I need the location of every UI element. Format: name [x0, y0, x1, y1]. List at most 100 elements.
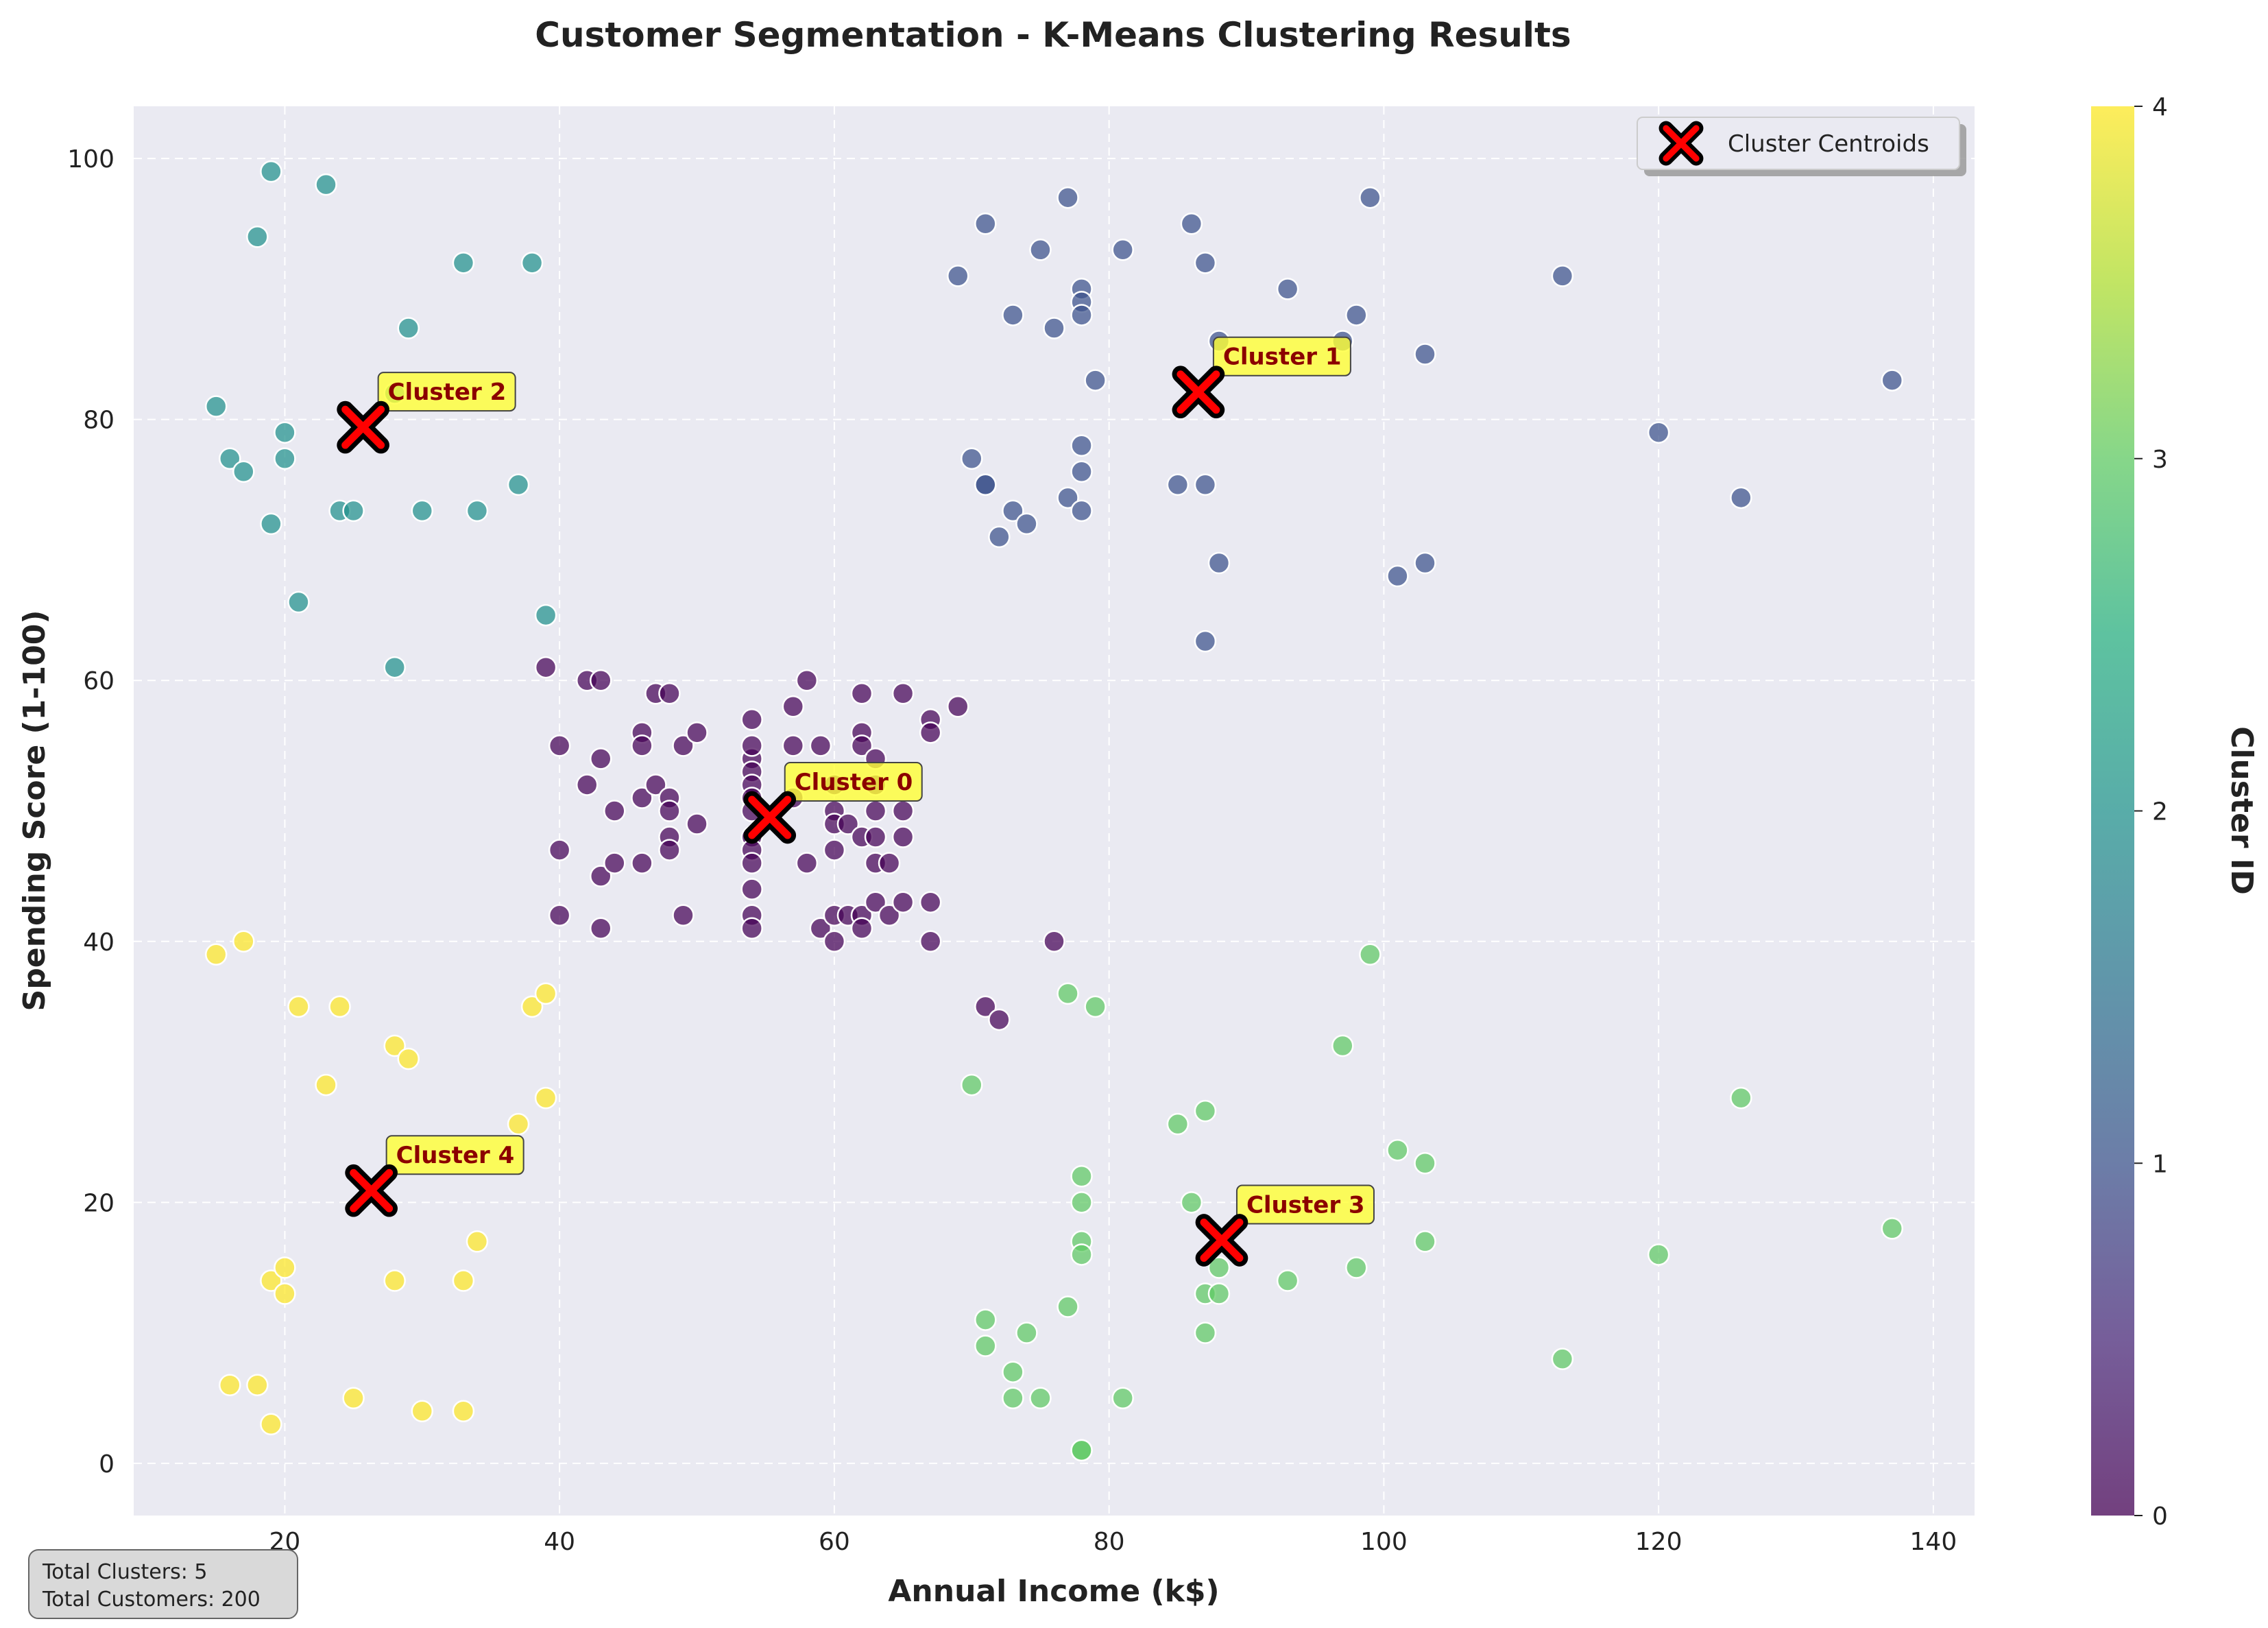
data-point-cluster-1 [1070, 434, 1093, 457]
data-point-cluster-0 [548, 839, 571, 861]
data-point-cluster-4 [287, 995, 310, 1018]
centroid-label-box [1212, 336, 1351, 376]
y-tick-label: 80 [83, 407, 114, 435]
data-point-cluster-0 [919, 891, 942, 913]
data-point-cluster-2 [274, 421, 296, 444]
data-point-cluster-3 [1057, 1295, 1079, 1318]
data-point-cluster-4 [534, 982, 557, 1005]
data-point-cluster-0 [631, 734, 653, 757]
data-point-cluster-3 [1002, 1387, 1024, 1409]
data-point-cluster-4 [466, 1230, 489, 1253]
legend-box [1637, 117, 1960, 170]
centroid-label-box [377, 372, 516, 412]
data-point-cluster-3 [1180, 1191, 1203, 1214]
data-point-cluster-1 [1647, 421, 1670, 444]
y-tick-label: 60 [83, 667, 114, 695]
data-point-cluster-4 [397, 1047, 420, 1070]
data-point-cluster-4 [246, 1374, 269, 1396]
data-point-cluster-0 [823, 839, 846, 861]
colorbar: 0 1 2 3 4 Cluster ID [2091, 93, 2259, 1531]
data-point-cluster-1 [1084, 369, 1107, 392]
data-point-cluster-0 [740, 734, 763, 757]
data-point-cluster-2 [315, 173, 337, 196]
x-tick-label: 100 [1360, 1528, 1408, 1556]
data-point-cluster-0 [672, 904, 695, 926]
data-point-cluster-4 [274, 1256, 296, 1279]
data-point-cluster-0 [590, 865, 612, 887]
data-point-cluster-1 [1180, 213, 1203, 235]
chart-title: Customer Segmentation - K-Means Clusteri… [535, 15, 1571, 55]
data-point-cluster-0 [686, 721, 708, 744]
x-tick-label: 140 [1910, 1528, 1957, 1556]
stats-total-clusters: Total Clusters: 5 [42, 1560, 207, 1584]
y-tick-label: 40 [83, 929, 114, 957]
data-point-cluster-0 [658, 800, 681, 822]
data-point-cluster-1 [988, 525, 1011, 549]
data-point-cluster-1 [1070, 499, 1093, 523]
data-point-cluster-1 [1207, 551, 1231, 575]
plot-area [134, 106, 1975, 1516]
data-point-cluster-1 [1881, 369, 1904, 392]
data-point-cluster-0 [878, 904, 901, 926]
data-point-cluster-2 [534, 603, 557, 627]
centroid-label-box [385, 1135, 524, 1175]
data-point-cluster-0 [891, 800, 915, 822]
centroid-annotation: Cluster 4 [385, 1135, 524, 1175]
data-point-cluster-0 [850, 682, 873, 705]
colorbar-tick-label: 4 [2152, 93, 2168, 121]
data-point-cluster-3 [1551, 1348, 1574, 1370]
data-point-cluster-1 [946, 265, 969, 287]
data-point-cluster-4 [315, 1073, 337, 1097]
data-point-cluster-1 [1111, 239, 1134, 261]
data-point-cluster-3 [1166, 1112, 1190, 1136]
data-point-cluster-1 [961, 447, 983, 470]
x-axis-title: Annual Income (k$) [888, 1574, 1219, 1609]
data-point-cluster-0 [658, 682, 681, 705]
data-point-cluster-4 [204, 943, 228, 966]
x-tick-label: 120 [1635, 1528, 1682, 1556]
data-point-cluster-4 [411, 1400, 434, 1423]
data-point-cluster-2 [232, 460, 255, 483]
data-point-cluster-0 [809, 917, 832, 939]
data-point-cluster-4 [274, 1282, 296, 1305]
data-point-cluster-2 [260, 512, 282, 536]
data-point-cluster-2 [274, 447, 296, 470]
data-point-cluster-0 [644, 774, 667, 796]
legend-centroid-icon [1658, 121, 1704, 166]
data-point-cluster-4 [219, 1374, 241, 1396]
data-point-cluster-3 [1207, 1256, 1231, 1279]
stats-box-background [28, 1549, 298, 1619]
data-point-cluster-3 [1359, 943, 1382, 966]
data-point-cluster-3 [1730, 1086, 1752, 1110]
stats-box: Total Clusters: 5 Total Customers: 200 [28, 1549, 298, 1619]
data-point-cluster-3 [1070, 1439, 1093, 1462]
data-point-cluster-1 [1414, 551, 1436, 575]
data-point-cluster-4 [232, 930, 255, 953]
data-point-cluster-0 [672, 734, 695, 757]
data-point-cluster-0 [891, 891, 915, 913]
centroid-label-box [784, 762, 923, 802]
data-point-cluster-3 [1029, 1387, 1052, 1409]
data-point-cluster-3 [1002, 1361, 1024, 1383]
data-point-cluster-1 [1166, 473, 1190, 496]
data-point-cluster-1 [974, 213, 997, 235]
data-point-cluster-3 [1881, 1217, 1904, 1240]
data-point-cluster-0 [740, 708, 763, 731]
centroid-annotation: Cluster 0 [784, 762, 923, 802]
data-point-cluster-0 [850, 917, 873, 939]
y-tick-label: 0 [99, 1450, 114, 1479]
colorbar-tick-label: 3 [2152, 446, 2168, 474]
data-point-cluster-1 [1015, 512, 1038, 536]
data-point-cluster-0 [534, 656, 557, 679]
data-point-cluster-0 [919, 930, 942, 953]
data-point-cluster-0 [864, 826, 887, 848]
colorbar-ticks: 0 1 2 3 4 [2134, 93, 2168, 1531]
data-point-cluster-0 [795, 669, 819, 692]
data-point-cluster-0 [795, 852, 819, 874]
data-point-cluster-0 [548, 904, 571, 926]
data-point-cluster-0 [740, 852, 763, 874]
data-point-cluster-4 [507, 1112, 530, 1136]
data-point-cluster-3 [1057, 982, 1079, 1005]
centroid-annotation: Cluster 2 [377, 372, 516, 412]
